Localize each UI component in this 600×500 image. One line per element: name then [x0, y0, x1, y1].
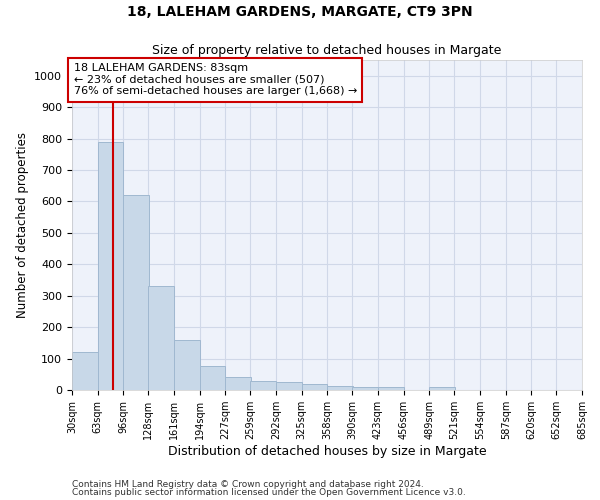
Text: Contains HM Land Registry data © Crown copyright and database right 2024.: Contains HM Land Registry data © Crown c… — [72, 480, 424, 489]
Bar — [302, 384, 328, 390]
Bar — [148, 286, 174, 390]
Bar — [430, 388, 455, 390]
Bar — [226, 378, 251, 390]
Bar — [276, 382, 302, 390]
Text: Contains public sector information licensed under the Open Government Licence v3: Contains public sector information licen… — [72, 488, 466, 497]
Bar — [378, 388, 404, 390]
Title: Size of property relative to detached houses in Margate: Size of property relative to detached ho… — [152, 44, 502, 58]
Bar — [174, 340, 200, 390]
Y-axis label: Number of detached properties: Number of detached properties — [16, 132, 29, 318]
Bar — [200, 366, 226, 390]
Bar — [124, 195, 149, 390]
Bar — [328, 386, 353, 390]
Text: 18 LALEHAM GARDENS: 83sqm
← 23% of detached houses are smaller (507)
76% of semi: 18 LALEHAM GARDENS: 83sqm ← 23% of detac… — [74, 63, 357, 96]
Text: 18, LALEHAM GARDENS, MARGATE, CT9 3PN: 18, LALEHAM GARDENS, MARGATE, CT9 3PN — [127, 5, 473, 19]
Bar — [98, 142, 124, 390]
Bar — [72, 352, 98, 390]
Bar — [352, 388, 378, 390]
X-axis label: Distribution of detached houses by size in Margate: Distribution of detached houses by size … — [167, 445, 487, 458]
Bar — [250, 381, 276, 390]
